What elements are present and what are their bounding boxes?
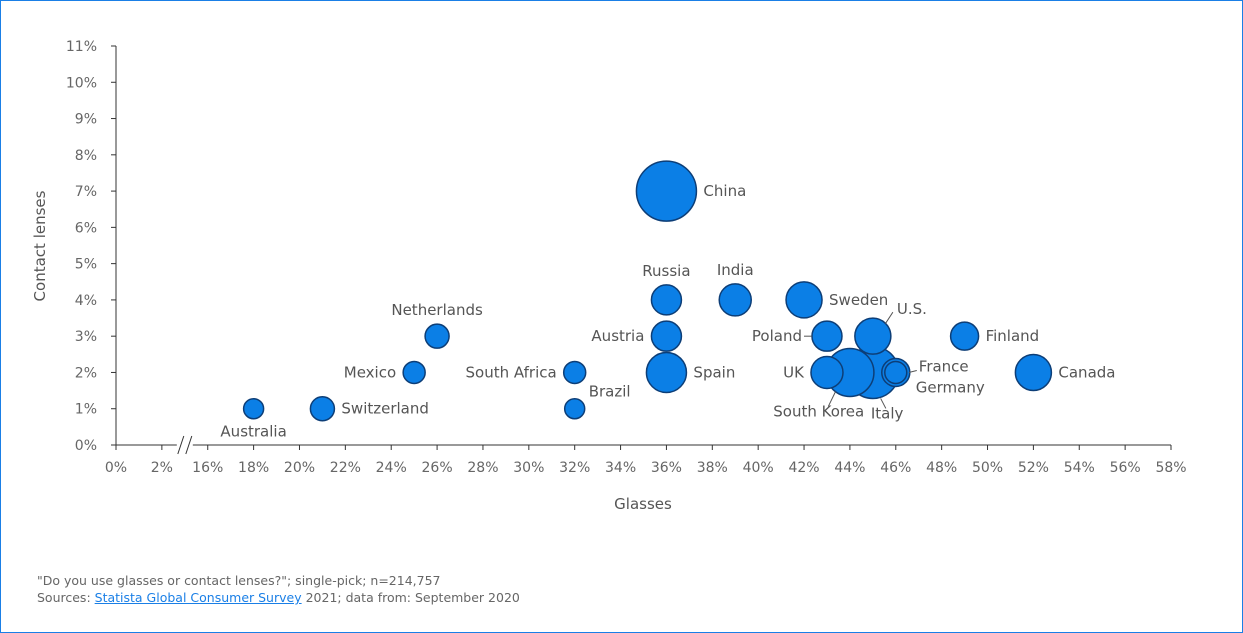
x-tick-label: 42% <box>788 460 819 476</box>
bubble-australia <box>242 397 265 420</box>
bubbles <box>242 160 1053 422</box>
y-tick-label: 7% <box>75 184 97 200</box>
x-tick-label: 44% <box>834 460 865 476</box>
axis-break-mark <box>185 435 193 455</box>
x-tick-label: 20% <box>284 460 315 476</box>
bubble-u-s- <box>854 317 892 355</box>
leader-line-france <box>908 369 917 373</box>
bubble-sweden <box>785 281 823 319</box>
x-tick-label: 58% <box>1155 460 1186 476</box>
x-tick-label: 38% <box>697 460 728 476</box>
x-tick-label: 16% <box>192 460 223 476</box>
x-tick-label: 34% <box>605 460 636 476</box>
y-tick-label: 3% <box>75 329 97 345</box>
label-u-s-: U.S. <box>897 300 927 318</box>
bubble-russia <box>650 284 683 316</box>
y-axis-title: Contact lenses <box>31 190 49 301</box>
survey-question-note: "Do you use glasses or contact lenses?";… <box>37 573 441 588</box>
x-tick-label: 46% <box>880 460 911 476</box>
bubble-spain <box>645 351 688 394</box>
label-russia: Russia <box>642 262 690 280</box>
y-tick-label: 4% <box>75 293 97 309</box>
bubble-brazil <box>563 397 586 420</box>
x-axis-title: Glasses <box>614 495 672 513</box>
label-uk: UK <box>783 363 805 381</box>
label-south-africa: South Africa <box>466 363 557 381</box>
sources-note: Sources: Statista Global Consumer Survey… <box>37 590 520 605</box>
bubble-finland <box>949 321 980 351</box>
bubble-india <box>718 283 752 317</box>
y-tick-label: 9% <box>75 112 97 128</box>
x-tick-label: 28% <box>467 460 498 476</box>
bubble-poland <box>811 320 843 352</box>
leader-line-u-s- <box>885 311 894 324</box>
label-france: France <box>919 357 969 375</box>
axes: 0% 2% 16% 18% 20% 22% 24% 26% 28% 30% 32% 34% 36% 38%… <box>66 39 1187 476</box>
y-tick-label: 0% <box>75 438 97 454</box>
x-tick-label: 22% <box>330 460 361 476</box>
x-tick-label: 54% <box>1064 460 1095 476</box>
label-germany: Germany <box>916 378 985 396</box>
leader-line-south-korea <box>827 391 836 407</box>
label-australia: Australia <box>220 423 286 441</box>
bubble-austria <box>650 320 683 352</box>
leader-line-italy <box>880 398 887 409</box>
bubble-mexico <box>402 360 426 385</box>
y-tick-label: 1% <box>75 402 97 418</box>
x-tick-label: 40% <box>743 460 774 476</box>
x-tick-label: 0% <box>105 460 127 476</box>
x-tick-label: 30% <box>513 460 544 476</box>
y-tick-label: 6% <box>75 220 97 236</box>
label-poland: Poland <box>752 327 802 345</box>
y-tick-label: 5% <box>75 257 97 273</box>
label-netherlands: Netherlands <box>391 301 483 319</box>
label-india: India <box>717 261 754 279</box>
label-italy: Italy <box>871 404 904 422</box>
label-canada: Canada <box>1058 363 1115 381</box>
label-brazil: Brazil <box>589 383 631 401</box>
x-tick-label: 52% <box>1018 460 1049 476</box>
axis-break-mark <box>177 435 185 455</box>
y-tick-label: 8% <box>75 148 97 164</box>
label-spain: Spain <box>693 363 735 381</box>
x-tick-label: 18% <box>238 460 269 476</box>
x-tick-label: 36% <box>651 460 682 476</box>
label-china: China <box>703 182 746 200</box>
y-tick-label: 10% <box>66 75 97 91</box>
bubble-netherlands <box>424 323 450 349</box>
x-tick-label: 26% <box>422 460 453 476</box>
label-sweden: Sweden <box>829 291 888 309</box>
bubble-france <box>884 360 908 385</box>
x-tick-label: 50% <box>972 460 1003 476</box>
bubble-uk <box>810 355 844 390</box>
bubble-labels: Australia Switzerland Mexico Netherlands Sou… <box>220 182 1115 441</box>
bubble-south-africa <box>562 360 587 385</box>
x-tick-label: 24% <box>376 460 407 476</box>
label-switzerland: Switzerland <box>341 400 429 418</box>
label-south-korea: South Korea <box>773 402 864 420</box>
source-link[interactable]: Statista Global Consumer Survey <box>94 590 302 605</box>
sources-prefix: Sources: <box>37 590 95 605</box>
x-tick-label: 32% <box>559 460 590 476</box>
y-tick-label: 2% <box>75 365 97 381</box>
axis-break-gap <box>176 442 193 448</box>
label-finland: Finland <box>986 327 1040 345</box>
label-mexico: Mexico <box>344 363 396 381</box>
sources-suffix: 2021; data from: September 2020 <box>301 590 520 605</box>
bubble-canada <box>1014 353 1053 392</box>
x-tick-label: 48% <box>926 460 957 476</box>
bubble-switzerland <box>309 395 336 422</box>
x-tick-label: 56% <box>1110 460 1141 476</box>
y-tick-label: 11% <box>66 39 97 55</box>
label-austria: Austria <box>591 327 644 345</box>
bubble-china <box>635 160 698 222</box>
x-tick-label: 2% <box>151 460 173 476</box>
